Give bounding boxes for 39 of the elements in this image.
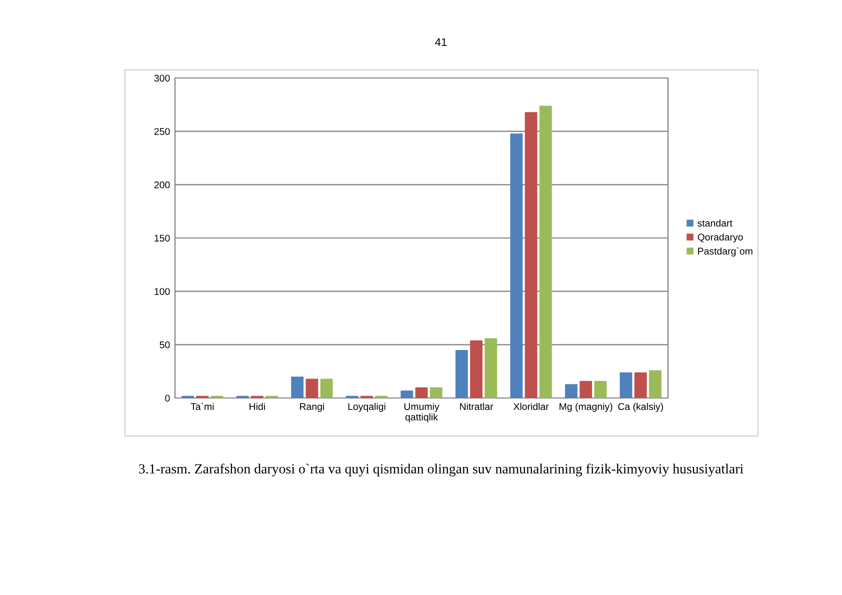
x-tick-label: Umumiy qattiqlik <box>404 402 440 422</box>
bar <box>306 378 318 398</box>
bar <box>415 387 428 398</box>
bar <box>291 376 304 398</box>
y-tick-label: 250 <box>154 128 170 135</box>
bar <box>539 106 552 398</box>
bar <box>620 372 632 398</box>
y-tick-label: 150 <box>154 234 170 242</box>
bar <box>455 350 468 398</box>
text: 41 <box>435 38 447 46</box>
y-tick-label: 200 <box>154 181 170 188</box>
x-tick-label: Rangi <box>300 402 324 412</box>
bar <box>430 387 442 398</box>
bar <box>510 133 523 398</box>
y-tick-label: 0 <box>165 394 170 402</box>
legend-label: Pastdarg`om <box>698 247 752 257</box>
bar <box>649 370 662 398</box>
x-tick-label: Ca (kalsiy) <box>618 402 663 412</box>
bar <box>580 380 592 398</box>
y-tick-label: 50 <box>160 341 170 348</box>
bar <box>484 338 498 398</box>
x-tick-label: Hidi <box>250 402 265 410</box>
legend-label: Qoradaryo <box>698 233 743 242</box>
y-tick-label: 100 <box>154 288 170 295</box>
x-tick-label: Loyqaligi <box>348 402 386 412</box>
x-tick-label: Ta`mi <box>190 402 214 410</box>
x-tick-label: Xloridlar <box>513 402 549 410</box>
y-tick-label: 300 <box>154 74 170 82</box>
bar <box>400 390 414 398</box>
bar <box>634 372 647 398</box>
x-tick-label: Mg (magniy) <box>560 402 612 412</box>
bar <box>565 384 578 398</box>
bar <box>470 340 482 398</box>
bar <box>594 380 607 398</box>
text: 3.1-rasm. Zarafshon daryosi o`rta va quyi qismidan olingan suv namunalarining fizik-kimyoviy hususiyatlari <box>139 464 744 476</box>
legend-label: standart <box>698 219 732 227</box>
bar <box>524 112 538 398</box>
x-tick-label: Nitratlar <box>460 402 494 410</box>
bar <box>320 378 333 398</box>
